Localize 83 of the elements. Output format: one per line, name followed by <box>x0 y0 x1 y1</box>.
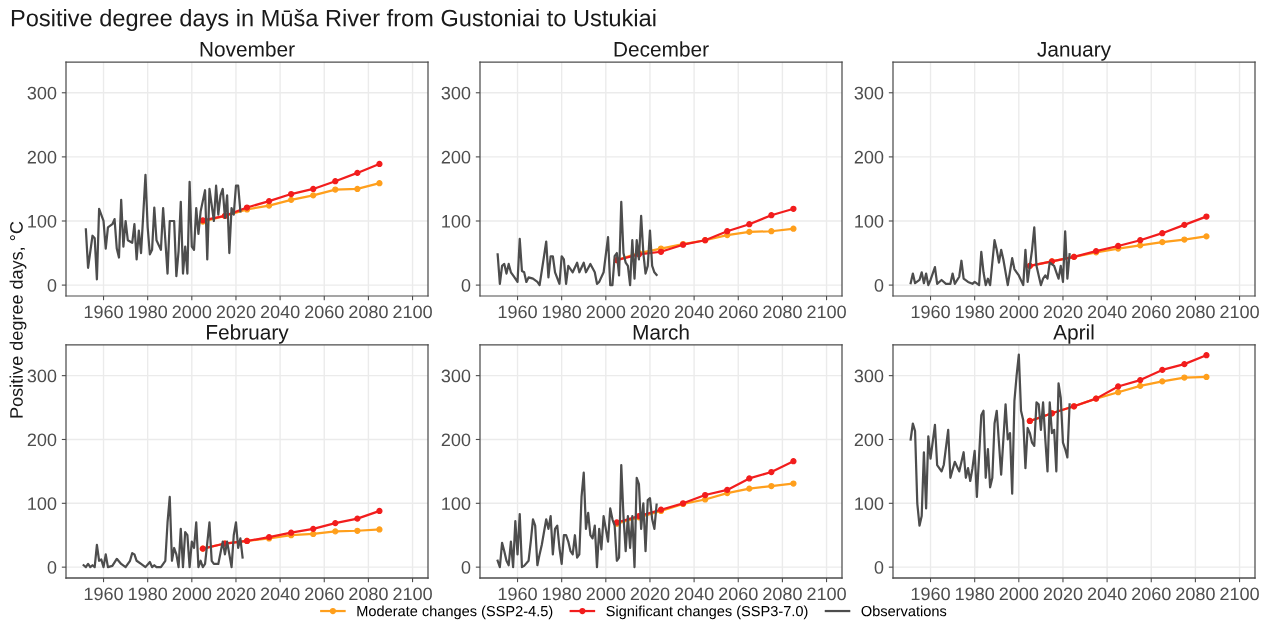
x-tick-label: 2040 <box>674 305 714 319</box>
x-tick-label: 1960 <box>498 305 537 319</box>
y-tick-label: 300 <box>441 86 471 100</box>
y-tick-label: 300 <box>854 369 884 383</box>
y-tick-label: 0 <box>47 561 57 574</box>
y-tick-label: 100 <box>442 214 471 228</box>
x-tick-label: 2040 <box>1087 587 1127 601</box>
y-tick-label: 200 <box>854 433 884 447</box>
x-tick-label: 1980 <box>955 305 995 319</box>
x-tick-label: 2100 <box>1220 587 1259 601</box>
y-tick-label: 200 <box>441 150 471 164</box>
x-tick-label: 1960 <box>911 587 950 601</box>
y-tick-label: 100 <box>442 497 471 511</box>
x-tick-label: 2000 <box>172 587 212 601</box>
x-tick-label: 1980 <box>128 587 168 601</box>
x-tick-label: 2100 <box>1220 305 1259 319</box>
legend-label: Significant changes (SSP3-7.0) <box>606 605 808 620</box>
chart-title: February <box>207 324 289 344</box>
y-tick-label: 0 <box>461 561 471 574</box>
y-tick-label: 100 <box>855 497 884 511</box>
x-tick-label: 2020 <box>1043 587 1083 601</box>
x-tick-label: 2020 <box>630 305 670 319</box>
x-tick-label: 2060 <box>1132 587 1171 601</box>
chart-title: March <box>633 324 689 340</box>
chart-title: November <box>200 41 295 57</box>
legend-label: Moderate changes (SSP2-4.5) <box>357 605 553 620</box>
x-tick-label: 2040 <box>674 587 714 601</box>
x-tick-label: 2100 <box>807 587 846 601</box>
x-tick-label: 2080 <box>349 587 388 601</box>
y-tick-label: 100 <box>28 497 57 511</box>
x-tick-label: 1960 <box>84 587 123 601</box>
y-tick-label: 200 <box>27 433 57 447</box>
x-tick-label: 2000 <box>586 587 626 601</box>
x-tick-label: 2020 <box>216 587 256 601</box>
y-tick-label: 0 <box>47 279 57 292</box>
y-tick-label: 0 <box>874 561 884 574</box>
x-tick-label: 1960 <box>498 587 537 601</box>
chart-title: December <box>614 41 709 57</box>
x-tick-label: 2100 <box>393 305 432 319</box>
x-tick-label: 1980 <box>128 305 168 319</box>
x-tick-label: 2040 <box>260 305 300 319</box>
y-tick-label: 300 <box>27 86 57 100</box>
y-tick-label: 300 <box>854 86 884 100</box>
x-tick-label: 1960 <box>84 305 123 319</box>
x-tick-label: 2100 <box>807 305 846 319</box>
legend-label: Observations <box>861 605 947 617</box>
x-tick-label: 1960 <box>911 305 950 319</box>
x-tick-label: 2080 <box>349 305 388 319</box>
x-tick-label: 2080 <box>763 305 802 319</box>
y-tick-label: 100 <box>28 214 57 228</box>
y-tick-label: 300 <box>27 369 57 383</box>
x-tick-label: 2000 <box>999 587 1039 601</box>
y-tick-label: 100 <box>855 214 884 228</box>
x-tick-label: 2100 <box>393 587 432 601</box>
x-tick-label: 2060 <box>719 305 758 319</box>
chart-title: April <box>1053 324 1094 344</box>
x-tick-label: 2020 <box>216 305 256 319</box>
x-tick-label: 2080 <box>763 587 802 601</box>
y-tick-label: 200 <box>854 150 884 164</box>
x-tick-label: 2040 <box>260 587 300 601</box>
x-tick-label: 2060 <box>305 587 344 601</box>
y-axis-title: Positive degree days, °C <box>9 221 27 418</box>
x-tick-label: 2040 <box>1087 305 1127 319</box>
y-tick-label: 200 <box>27 150 57 164</box>
y-tick-label: 200 <box>441 433 471 447</box>
x-tick-label: 2060 <box>1132 305 1171 319</box>
x-tick-label: 2080 <box>1176 305 1215 319</box>
y-tick-label: 0 <box>874 279 884 292</box>
x-tick-label: 2020 <box>630 587 670 601</box>
x-tick-label: 1980 <box>542 587 582 601</box>
chart-title: January <box>1037 42 1112 61</box>
y-tick-label: 0 <box>461 279 471 292</box>
y-tick-label: 300 <box>441 369 471 383</box>
x-tick-label: 1980 <box>955 587 995 601</box>
x-tick-label: 2060 <box>305 305 344 319</box>
x-tick-label: 2000 <box>172 305 212 319</box>
x-tick-label: 1980 <box>542 305 582 319</box>
x-tick-label: 2080 <box>1176 587 1215 601</box>
x-tick-label: 2020 <box>1043 305 1083 319</box>
x-tick-label: 2060 <box>719 587 758 601</box>
x-tick-label: 2000 <box>586 305 626 319</box>
text: Positive degree days in Mūša River from Gustoniai to Ustukiai <box>11 8 656 32</box>
x-tick-label: 2000 <box>999 305 1039 319</box>
